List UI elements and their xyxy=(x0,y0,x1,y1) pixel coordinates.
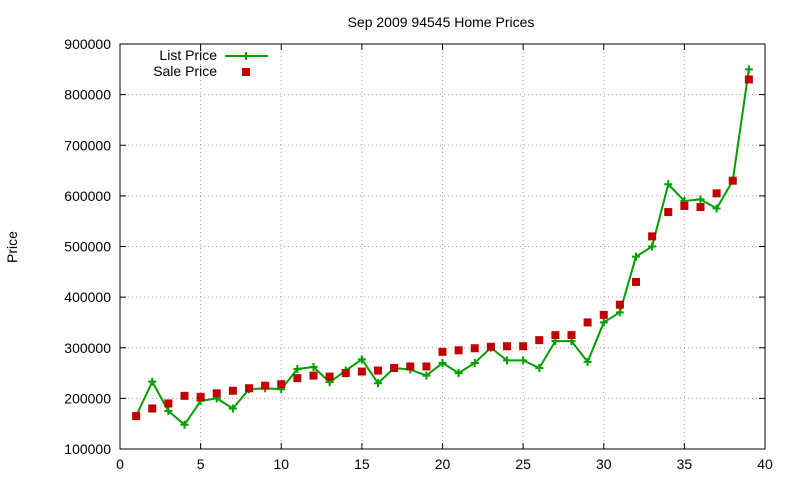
y-tick-label: 600000 xyxy=(64,188,111,204)
legend-marker-list-price xyxy=(242,52,250,60)
sale-price-point xyxy=(470,344,479,353)
legend-label-sale-price: Sale Price xyxy=(153,63,217,79)
list-price-point xyxy=(535,364,544,372)
x-tick-label: 40 xyxy=(757,456,773,472)
list-price-point xyxy=(164,407,173,416)
sale-price-point xyxy=(196,392,205,401)
list-price-point xyxy=(664,180,673,189)
sale-price-point xyxy=(164,399,173,408)
sale-price-point xyxy=(535,336,544,345)
sale-price-point xyxy=(696,203,705,212)
list-price-line xyxy=(135,69,750,426)
x-tick-label: 35 xyxy=(677,456,693,472)
list-price-point xyxy=(712,204,721,213)
x-tick-label: 0 xyxy=(116,456,124,472)
sale-price-point xyxy=(648,232,657,241)
sale-price-point xyxy=(583,318,592,327)
y-tick-label: 900000 xyxy=(64,36,111,52)
y-tick-label: 800000 xyxy=(64,87,111,103)
sale-price-point xyxy=(406,362,415,371)
legend: List Price Sale Price xyxy=(153,47,268,79)
sale-price-point xyxy=(567,331,576,340)
sale-price-point xyxy=(357,367,366,376)
sale-price-point xyxy=(664,208,673,217)
sale-price-point xyxy=(374,366,382,375)
sale-price-point xyxy=(744,75,753,84)
list-price-point xyxy=(309,362,318,371)
y-tick-label: 400000 xyxy=(64,289,111,305)
sale-price-point xyxy=(712,189,721,198)
x-tick-label: 15 xyxy=(354,456,370,472)
sale-price-point xyxy=(486,342,495,351)
sale-price-point xyxy=(728,176,737,185)
sale-price-point xyxy=(245,384,253,393)
x-tick-label: 25 xyxy=(515,456,531,472)
y-tick-label: 100000 xyxy=(64,441,111,457)
sale-price-point xyxy=(519,342,528,351)
sale-price-point xyxy=(454,346,463,355)
y-tick-label: 300000 xyxy=(64,340,111,356)
sale-price-point xyxy=(632,277,640,286)
sale-price-point xyxy=(551,331,560,340)
sale-price-point xyxy=(615,300,624,309)
legend-swatch-sale-price xyxy=(242,68,250,76)
legend-label-list-price: List Price xyxy=(159,47,217,63)
list-price-point xyxy=(470,358,479,367)
sale-price-point xyxy=(148,404,157,413)
list-price-point xyxy=(422,371,431,380)
sale-price-point xyxy=(390,364,399,372)
sale-price-point xyxy=(261,381,270,390)
chart-title: Sep 2009 94545 Home Prices xyxy=(348,14,535,30)
list-price-point xyxy=(454,369,463,378)
sale-price-point xyxy=(599,310,608,319)
list-price-point xyxy=(357,355,366,364)
list-price-point xyxy=(696,195,705,204)
y-tick-label: 200000 xyxy=(64,390,111,406)
x-tick-label: 5 xyxy=(197,456,205,472)
sale-price-point xyxy=(503,342,511,351)
sale-price-point xyxy=(180,391,189,400)
y-tick-label: 500000 xyxy=(64,239,111,255)
sale-price-point xyxy=(680,202,689,210)
list-price-point xyxy=(615,308,624,317)
sale-price-point xyxy=(293,374,302,383)
sale-price-point xyxy=(438,347,447,356)
sale-price-point xyxy=(212,389,221,398)
sale-price-point xyxy=(228,386,237,395)
sale-price-point xyxy=(325,372,334,381)
list-price-point xyxy=(438,358,447,367)
sale-price-point xyxy=(341,369,350,378)
list-price-point xyxy=(228,404,237,413)
grid xyxy=(120,44,765,449)
list-price-point xyxy=(599,318,608,327)
x-tick-label: 10 xyxy=(273,456,289,472)
list-price-point xyxy=(180,420,189,429)
list-price-point xyxy=(503,356,511,365)
list-price-point xyxy=(744,65,753,74)
axis-ticks: 0 5 10 15 20 25 30 35 40 100000 200000 300000 400000… xyxy=(64,36,773,472)
list-price-point xyxy=(632,252,640,261)
list-price-point xyxy=(583,357,592,366)
sale-price-point xyxy=(309,371,318,380)
sale-price-point xyxy=(132,412,141,421)
list-price-point xyxy=(293,365,302,374)
x-tick-label: 20 xyxy=(435,456,451,472)
list-price-point xyxy=(519,356,528,365)
sale-price-point xyxy=(277,380,286,389)
list-price-point xyxy=(374,379,382,388)
series xyxy=(132,65,753,429)
x-tick-label: 30 xyxy=(596,456,612,472)
list-price-point xyxy=(648,242,657,251)
y-axis-label: Price xyxy=(4,231,20,263)
list-price-point xyxy=(148,377,157,386)
sale-price-point xyxy=(422,362,431,371)
y-tick-label: 700000 xyxy=(64,137,111,153)
